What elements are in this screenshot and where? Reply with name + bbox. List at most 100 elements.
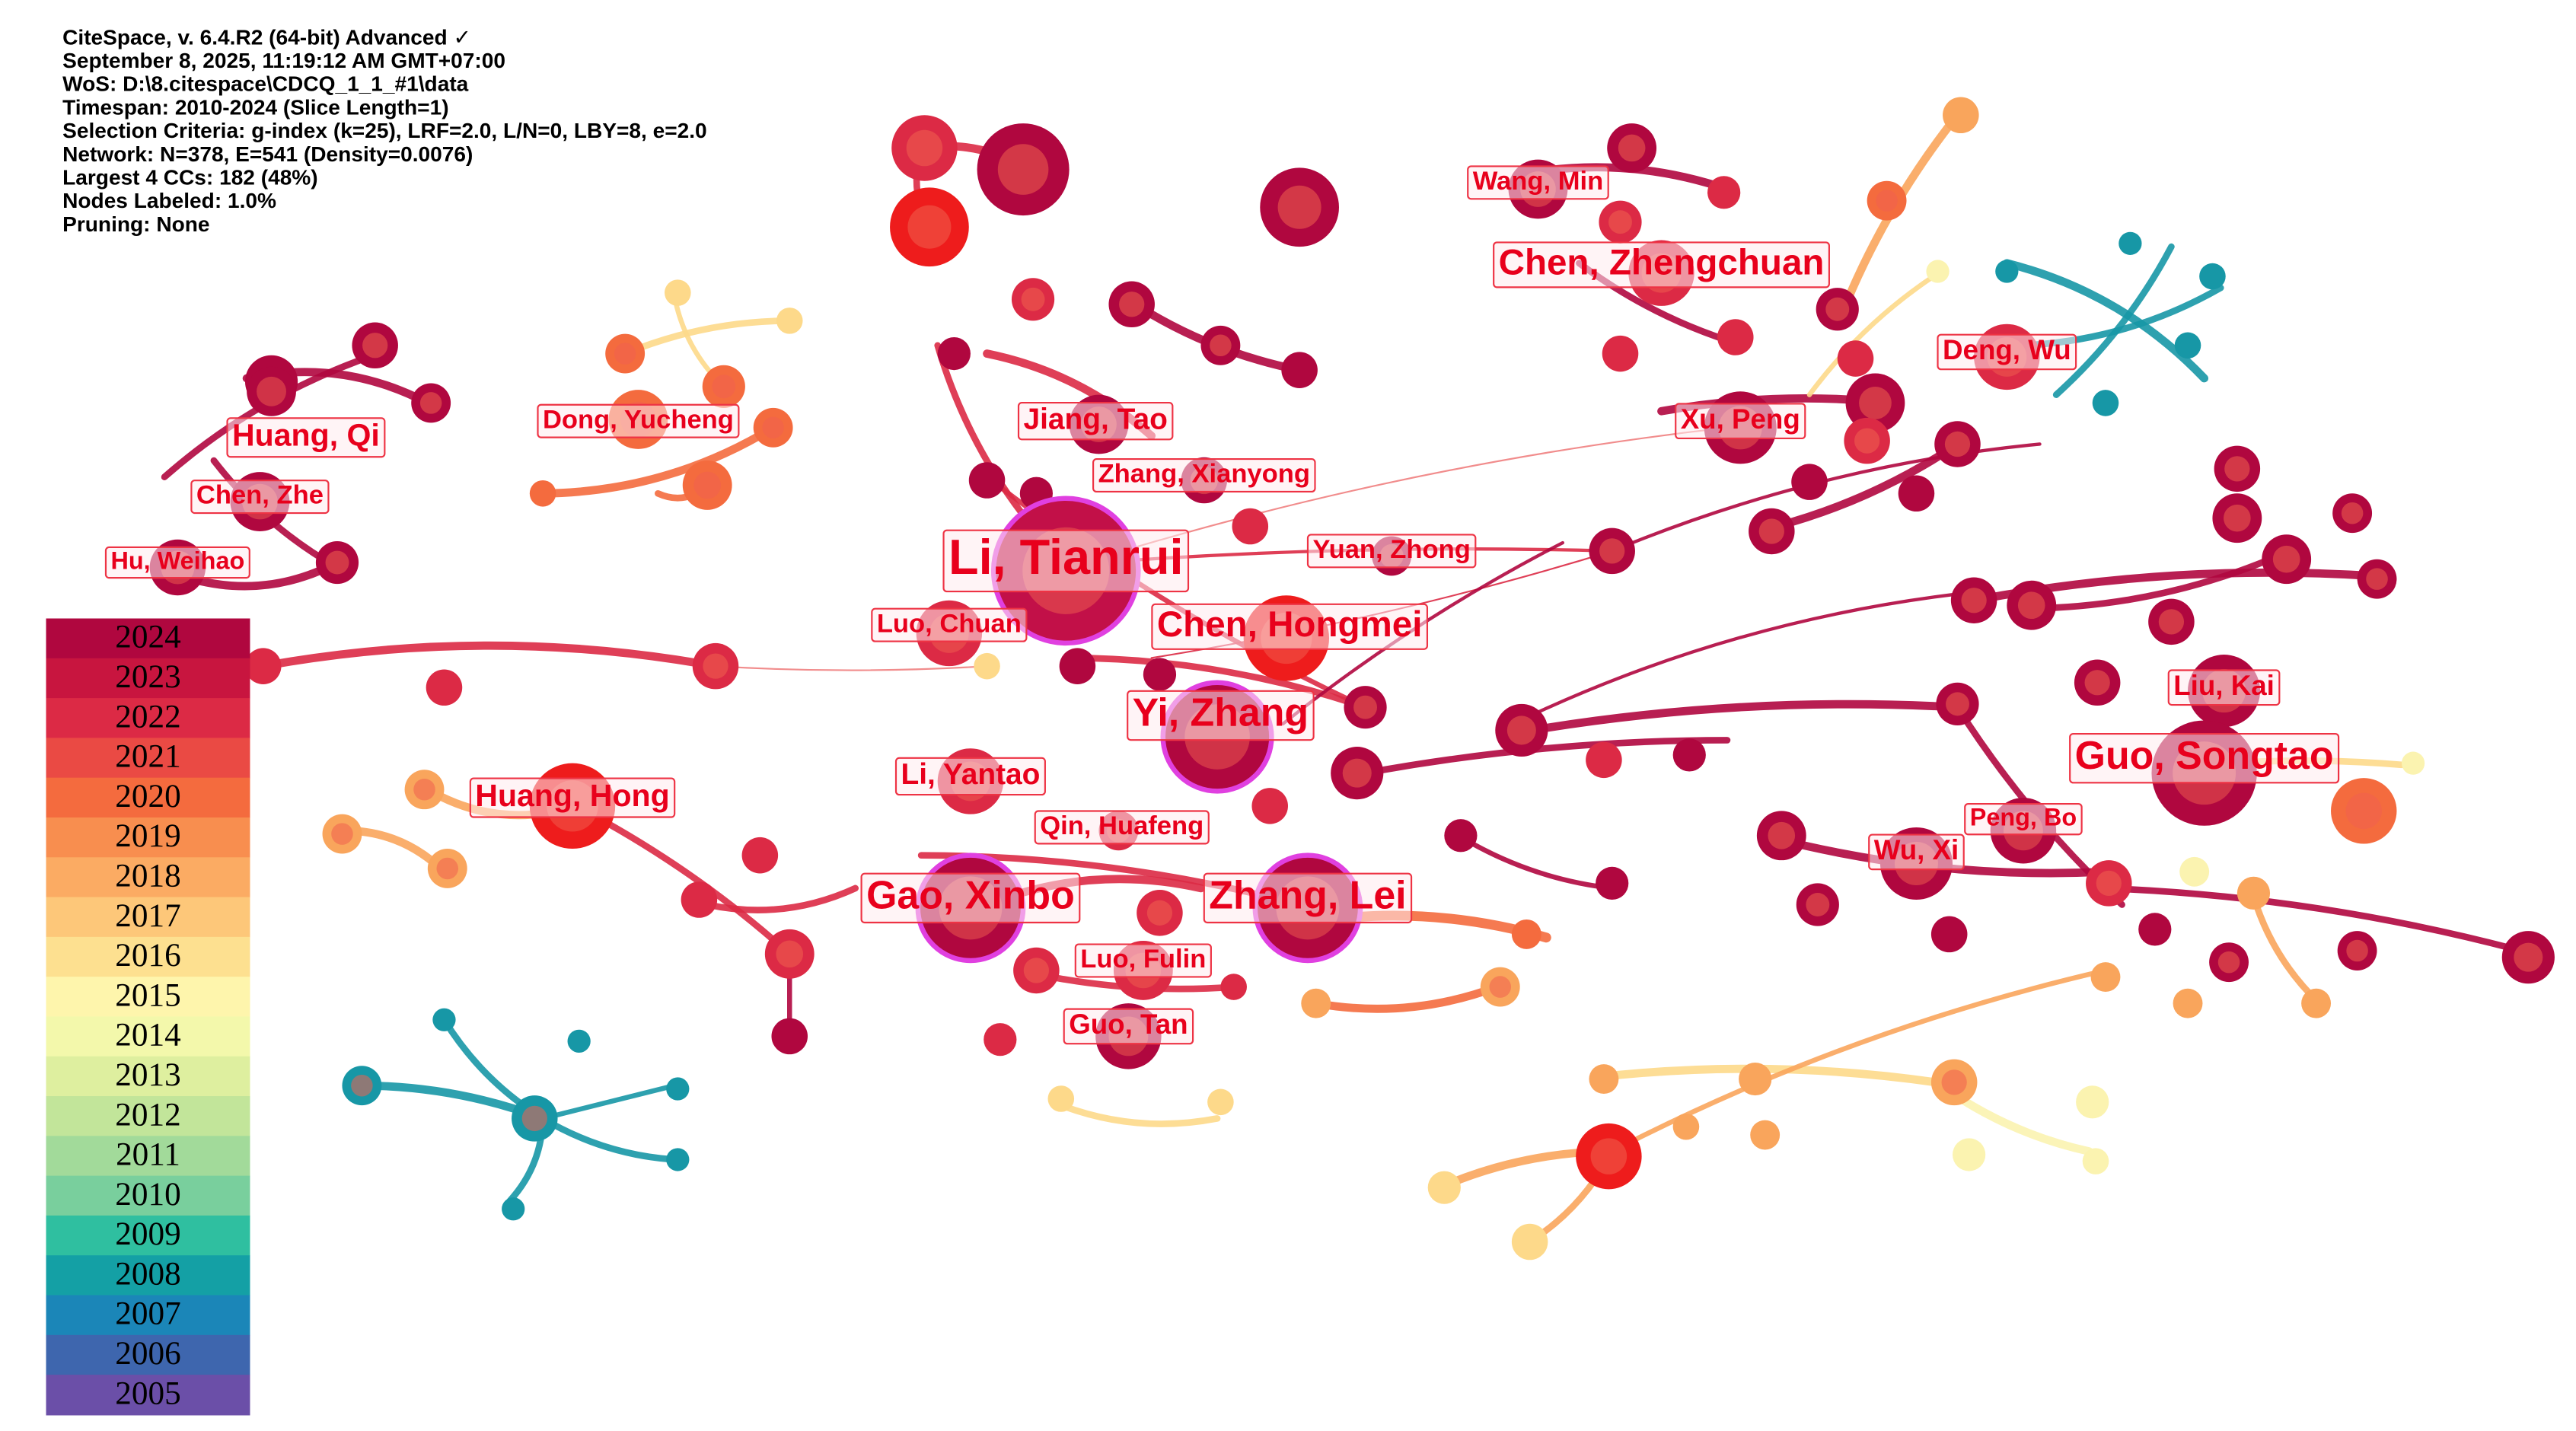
- node: [1059, 648, 1096, 684]
- node: [984, 1023, 1017, 1057]
- edge: [1610, 442, 2042, 553]
- node: [968, 462, 1006, 499]
- node: [1953, 1138, 1986, 1171]
- node-ring: [2366, 568, 2388, 590]
- node-label: Gao, Xinbo: [866, 873, 1075, 917]
- node: [2236, 876, 2271, 910]
- legend-year: 2021: [115, 738, 180, 775]
- legend-swatch: [46, 1096, 250, 1137]
- legend-year: 2010: [115, 1176, 180, 1213]
- edge: [1312, 983, 1501, 1013]
- node: [666, 1148, 690, 1171]
- label-box: [894, 757, 1046, 796]
- node-label: Chen, Zhe: [196, 481, 324, 510]
- node: [776, 308, 803, 334]
- legend-swatch: [46, 1334, 250, 1376]
- node-ring: [331, 823, 353, 845]
- node-label: Luo, Chuan: [877, 609, 1022, 638]
- node-label: Chen, Hongmei: [1157, 604, 1423, 645]
- node-ring: [2272, 545, 2300, 573]
- node-label: Huang, Hong: [475, 778, 669, 813]
- node-label: Guo, Songtao: [2075, 733, 2334, 777]
- legend-year: 2016: [115, 937, 180, 974]
- label-box: [1017, 401, 1174, 441]
- node: [1672, 1113, 1700, 1140]
- legend-year: 2006: [115, 1335, 180, 1372]
- label-box: [1063, 1008, 1194, 1045]
- legend-swatch: [46, 897, 250, 938]
- node: [1707, 176, 1741, 209]
- edge: [2020, 556, 2274, 612]
- node-ring: [1758, 518, 1784, 544]
- node-ring: [2084, 670, 2110, 696]
- node-ring: [762, 416, 784, 439]
- node-ring: [521, 1105, 547, 1132]
- node: [1281, 352, 1318, 388]
- node: [1143, 658, 1177, 691]
- node: [1943, 97, 1979, 134]
- node: [741, 837, 779, 874]
- legend-year: 2014: [115, 1017, 180, 1053]
- legend-year: 2011: [116, 1136, 180, 1173]
- node-ring: [1489, 976, 1512, 998]
- legend-swatch: [46, 1295, 250, 1336]
- node: [2090, 962, 2121, 993]
- label-box: [1127, 690, 1315, 741]
- legend-swatch: [46, 738, 250, 779]
- label-box: [1151, 603, 1429, 650]
- node: [1750, 1120, 1781, 1150]
- node-ring: [2224, 456, 2250, 482]
- label-box: [104, 546, 250, 579]
- node: [771, 1018, 808, 1055]
- label-box: [226, 417, 386, 458]
- legend-swatch: [46, 658, 250, 700]
- node: [666, 1077, 690, 1101]
- legend-swatch: [46, 1136, 250, 1177]
- node-ring: [2514, 942, 2543, 972]
- node-ring: [1342, 758, 1372, 788]
- node: [426, 669, 463, 706]
- label-box: [1937, 333, 2077, 371]
- node-ring: [2217, 951, 2240, 974]
- node-ring: [2345, 792, 2383, 830]
- node: [1739, 1062, 1772, 1096]
- label-box: [1034, 810, 1210, 845]
- node-ring: [703, 653, 728, 679]
- node-ring: [1825, 297, 1850, 321]
- header-line: WoS: D:\8.citespace\CDCQ_1_1_#1\data: [62, 72, 469, 96]
- node: [432, 1008, 456, 1031]
- node: [1898, 475, 1935, 512]
- label-box: [942, 529, 1190, 593]
- node-ring: [1021, 287, 1045, 311]
- node: [1251, 788, 1288, 824]
- node: [1926, 260, 1950, 283]
- labels: Huang, Qi Chen, Zhe Hu, Weihao Dong, Yuchen…: [104, 165, 2340, 1045]
- node-label: Wang, Min: [1473, 167, 1604, 196]
- node: [1047, 1085, 1075, 1112]
- node-label: Huang, Qi: [232, 418, 380, 453]
- header-line: September 8, 2025, 11:19:12 AM GMT+07:00: [62, 49, 505, 72]
- legend-swatch: [46, 618, 250, 659]
- node-ring: [1353, 695, 1378, 719]
- node-ring: [906, 129, 943, 167]
- node: [1427, 1171, 1461, 1204]
- node-ring: [1946, 692, 1969, 716]
- node: [1511, 1223, 1548, 1260]
- node: [2401, 751, 2425, 775]
- node: [1672, 738, 1706, 772]
- legend-swatch: [46, 1375, 250, 1416]
- node: [1586, 741, 1622, 779]
- node-label: Xu, Peng: [1681, 403, 1800, 435]
- edge: [1511, 590, 1976, 725]
- legend-swatch: [46, 1215, 250, 1257]
- node: [1444, 819, 1478, 853]
- node-ring: [712, 374, 736, 399]
- legend-swatch: [46, 817, 250, 859]
- header-line: Network: N=378, E=541 (Density=0.0076): [62, 142, 473, 166]
- legend-swatch: [46, 1175, 250, 1216]
- node: [502, 1197, 525, 1221]
- header-line: Selection Criteria: g-index (k=25), LRF=…: [62, 119, 707, 142]
- edge: [1066, 655, 1369, 711]
- node: [567, 1029, 591, 1053]
